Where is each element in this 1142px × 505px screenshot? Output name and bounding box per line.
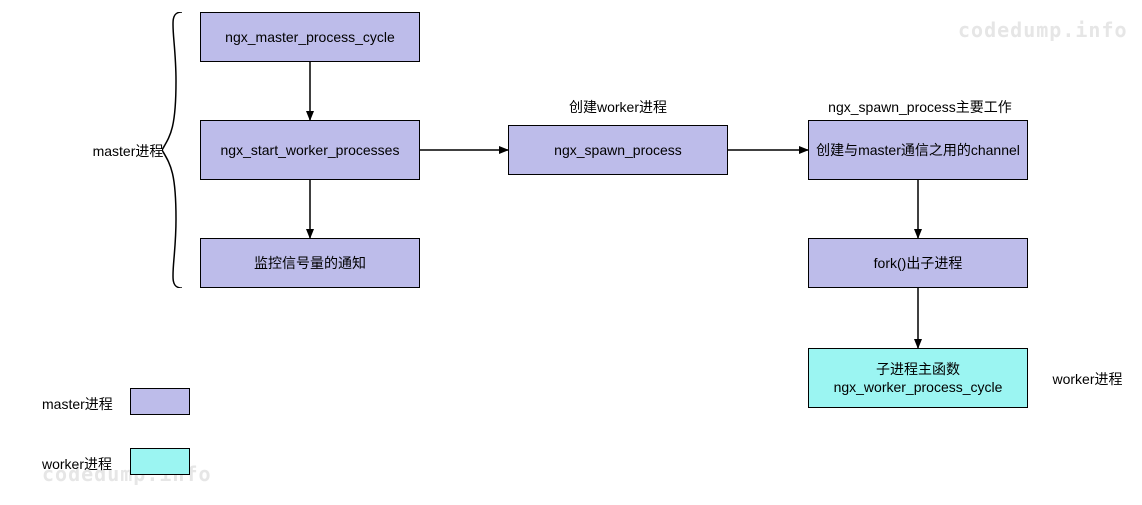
node-monitor-signals: 监控信号量的通知 bbox=[200, 238, 420, 288]
node-text: ngx_master_process_cycle bbox=[225, 28, 395, 46]
node-start-workers: ngx_start_worker_processes bbox=[200, 120, 420, 180]
node-fork: fork()出子进程 bbox=[808, 238, 1028, 288]
node-text: ngx_start_worker_processes bbox=[221, 141, 400, 159]
node-spawn-process: ngx_spawn_process bbox=[508, 125, 728, 175]
node-text: fork()出子进程 bbox=[874, 254, 963, 272]
label-spawn-main-work: ngx_spawn_process主要工作 bbox=[800, 98, 1040, 116]
watermark-top: codedump.info bbox=[958, 18, 1128, 42]
node-master-cycle: ngx_master_process_cycle bbox=[200, 12, 420, 62]
legend-master-label: master进程 bbox=[42, 395, 113, 413]
node-text: 创建与master通信之用的channel bbox=[816, 141, 1020, 159]
legend-worker-label: worker进程 bbox=[42, 455, 112, 473]
label-create-worker: 创建worker进程 bbox=[548, 98, 688, 116]
label-master-process: master进程 bbox=[78, 142, 178, 160]
legend-worker-box bbox=[130, 448, 190, 475]
node-text: 子进程主函数ngx_worker_process_cycle bbox=[834, 360, 1003, 396]
label-worker-process: worker进程 bbox=[1040, 370, 1135, 388]
node-worker-cycle: 子进程主函数ngx_worker_process_cycle bbox=[808, 348, 1028, 408]
node-create-channel: 创建与master通信之用的channel bbox=[808, 120, 1028, 180]
node-text: 监控信号量的通知 bbox=[254, 254, 366, 272]
legend-master-box bbox=[130, 388, 190, 415]
node-text: ngx_spawn_process bbox=[554, 141, 682, 159]
